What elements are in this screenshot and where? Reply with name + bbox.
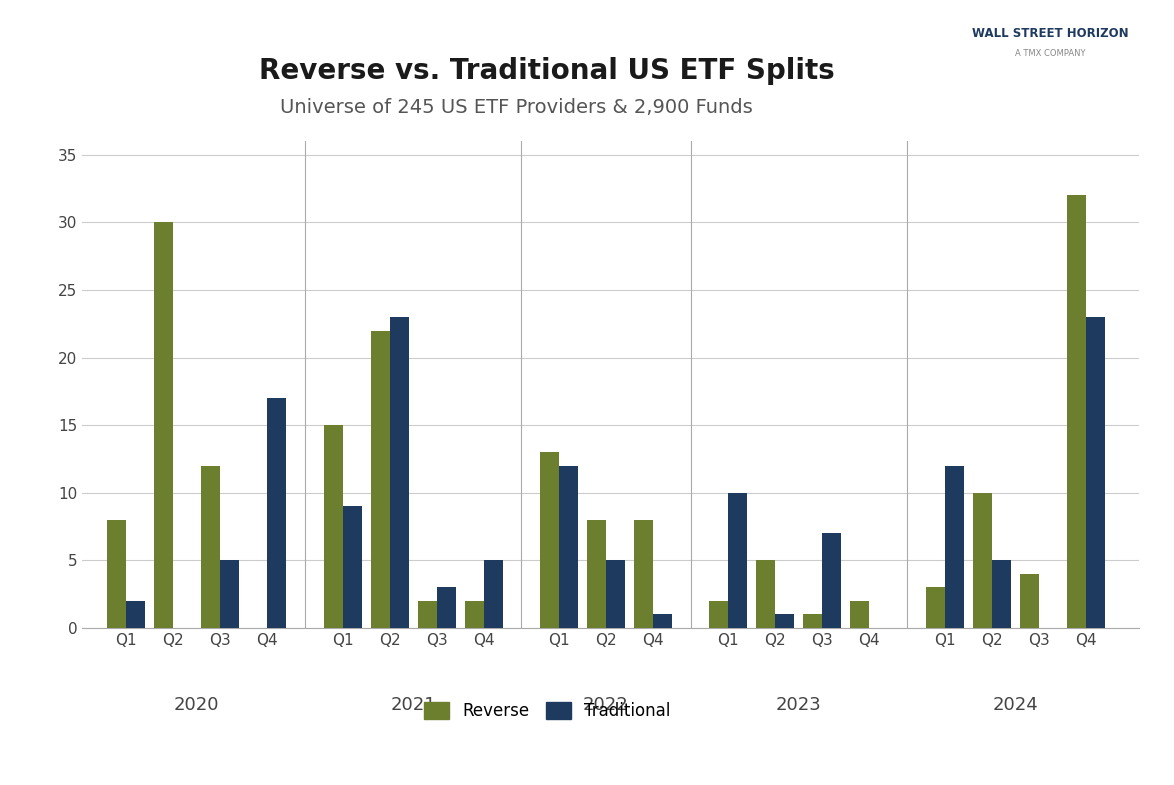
Bar bbox=[634, 520, 653, 628]
Bar bbox=[465, 601, 484, 628]
Legend: Reverse, Traditional: Reverse, Traditional bbox=[417, 696, 677, 727]
Text: 2024: 2024 bbox=[992, 696, 1038, 714]
Text: WALL STREET HORIZON: WALL STREET HORIZON bbox=[972, 27, 1129, 41]
Bar bbox=[587, 520, 606, 628]
Title: Reverse vs. Traditional US ETF Splits: Reverse vs. Traditional US ETF Splits bbox=[259, 57, 835, 85]
Bar bbox=[201, 466, 221, 628]
Bar bbox=[1020, 574, 1039, 628]
Bar bbox=[154, 222, 173, 628]
Text: 2022: 2022 bbox=[583, 696, 629, 714]
Bar bbox=[823, 533, 842, 628]
Bar bbox=[1086, 317, 1105, 628]
Bar bbox=[126, 601, 146, 628]
Bar bbox=[992, 560, 1011, 628]
Bar bbox=[756, 560, 775, 628]
Bar bbox=[418, 601, 437, 628]
Bar bbox=[221, 560, 239, 628]
Bar bbox=[324, 425, 343, 628]
Bar bbox=[728, 493, 748, 628]
Bar bbox=[775, 615, 795, 628]
Bar bbox=[1067, 195, 1086, 628]
Text: 2021: 2021 bbox=[390, 696, 436, 714]
Bar bbox=[540, 452, 559, 628]
Bar bbox=[484, 560, 502, 628]
Bar bbox=[390, 317, 409, 628]
Bar bbox=[559, 466, 578, 628]
Text: Universe of 245 US ETF Providers & 2,900 Funds: Universe of 245 US ETF Providers & 2,900… bbox=[281, 98, 753, 117]
Bar bbox=[653, 615, 672, 628]
Bar bbox=[268, 398, 286, 628]
Text: 2020: 2020 bbox=[174, 696, 220, 714]
Bar bbox=[973, 493, 992, 628]
Bar bbox=[850, 601, 870, 628]
Bar bbox=[803, 615, 823, 628]
Bar bbox=[107, 520, 126, 628]
Bar bbox=[926, 587, 945, 628]
Text: 2023: 2023 bbox=[776, 696, 822, 714]
Bar bbox=[709, 601, 728, 628]
Text: A TMX COMPANY: A TMX COMPANY bbox=[1016, 49, 1086, 57]
Bar bbox=[343, 506, 362, 628]
Bar bbox=[606, 560, 625, 628]
Bar bbox=[437, 587, 456, 628]
Bar bbox=[371, 330, 390, 628]
Bar bbox=[945, 466, 964, 628]
